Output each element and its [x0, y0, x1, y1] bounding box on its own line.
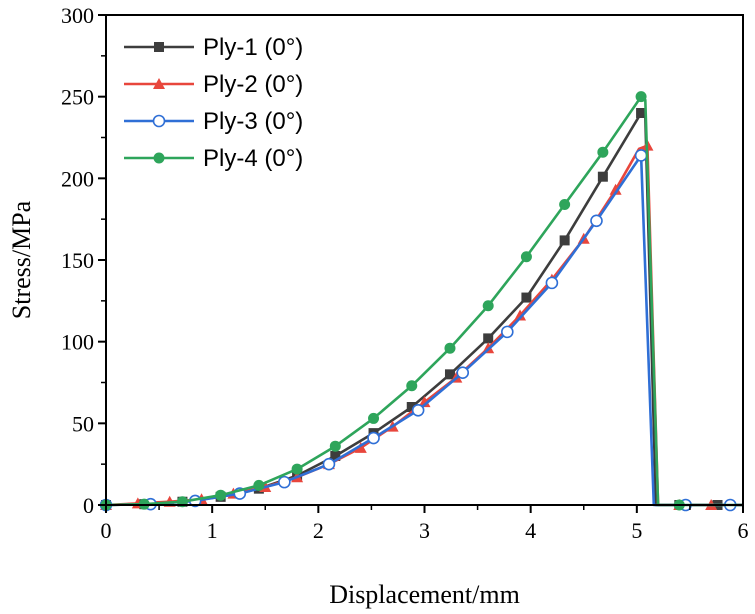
data-point: [609, 183, 622, 195]
legend-label: Ply-4 (0°): [203, 145, 303, 172]
data-point: [444, 369, 455, 380]
data-point: [635, 91, 647, 103]
y-tick-label: 0: [83, 493, 94, 518]
data-point: [482, 300, 494, 312]
data-point: [597, 171, 608, 182]
data-point: [444, 342, 456, 354]
x-tick-label: 0: [101, 518, 112, 543]
data-point: [291, 463, 303, 475]
x-tick-label: 6: [738, 518, 749, 543]
data-point: [483, 333, 494, 344]
data-point: [354, 441, 367, 453]
y-tick-label: 100: [61, 330, 94, 355]
axis-layer: 0 1 2 3 4 5 6 0 50 100 150 200 250 300: [61, 3, 749, 543]
x-axis-title: Displacement/mm: [329, 580, 520, 609]
data-point: [278, 475, 291, 489]
y-axis-title: Stress/MPa: [7, 200, 36, 319]
data-point: [411, 403, 425, 417]
x-tick-label: 1: [207, 518, 218, 543]
data-point: [636, 108, 647, 118]
legend-marker: [152, 114, 166, 128]
data-point: [597, 146, 609, 158]
data-point: [253, 479, 265, 491]
y-tick-label: 50: [72, 411, 94, 436]
x-tick-label: 3: [419, 518, 430, 543]
data-point: [215, 489, 227, 501]
series-4: [100, 91, 743, 511]
y-tick-label: 300: [61, 3, 94, 28]
data-point: [418, 396, 431, 408]
data-point: [590, 214, 603, 228]
legend-marker: [154, 42, 164, 52]
data-point: [514, 309, 527, 321]
data-point: [330, 451, 341, 461]
x-tick-label: 5: [631, 518, 642, 543]
data-point: [367, 431, 380, 445]
legend-marker: [153, 152, 165, 164]
y-tick-label: 150: [61, 248, 94, 273]
legend: Ply-1 (0°) Ply-2 (0°) Ply-3 (0°) Ply-4 (0°): [124, 34, 303, 172]
data-point: [545, 276, 559, 290]
legend-item: Ply-2 (0°): [124, 71, 303, 98]
data-point: [634, 149, 648, 162]
data-point: [368, 412, 380, 424]
data-point: [501, 325, 514, 339]
data-point: [406, 380, 418, 392]
series-line: [105, 95, 743, 507]
legend-item: Ply-1 (0°): [124, 34, 303, 61]
y-tick-label: 250: [61, 85, 94, 110]
data-point: [559, 235, 570, 246]
legend-item: Ply-3 (0°): [124, 108, 303, 135]
data-point: [406, 402, 417, 412]
legend-label: Ply-3 (0°): [203, 108, 303, 135]
data-point: [329, 440, 341, 452]
x-tick-label: 4: [525, 518, 536, 543]
data-point: [520, 251, 532, 263]
series-layer: [99, 91, 743, 512]
legend-label: Ply-1 (0°): [203, 34, 303, 61]
y-tick-label: 200: [61, 166, 94, 191]
x-tick-label: 2: [313, 518, 324, 543]
legend-label: Ply-2 (0°): [203, 71, 303, 98]
data-point: [322, 457, 336, 471]
plot-frame: [105, 14, 744, 506]
data-point: [559, 198, 571, 210]
legend-marker: [153, 78, 165, 89]
data-point: [456, 366, 470, 380]
legend-item: Ply-4 (0°): [124, 145, 303, 172]
data-point: [521, 292, 532, 303]
